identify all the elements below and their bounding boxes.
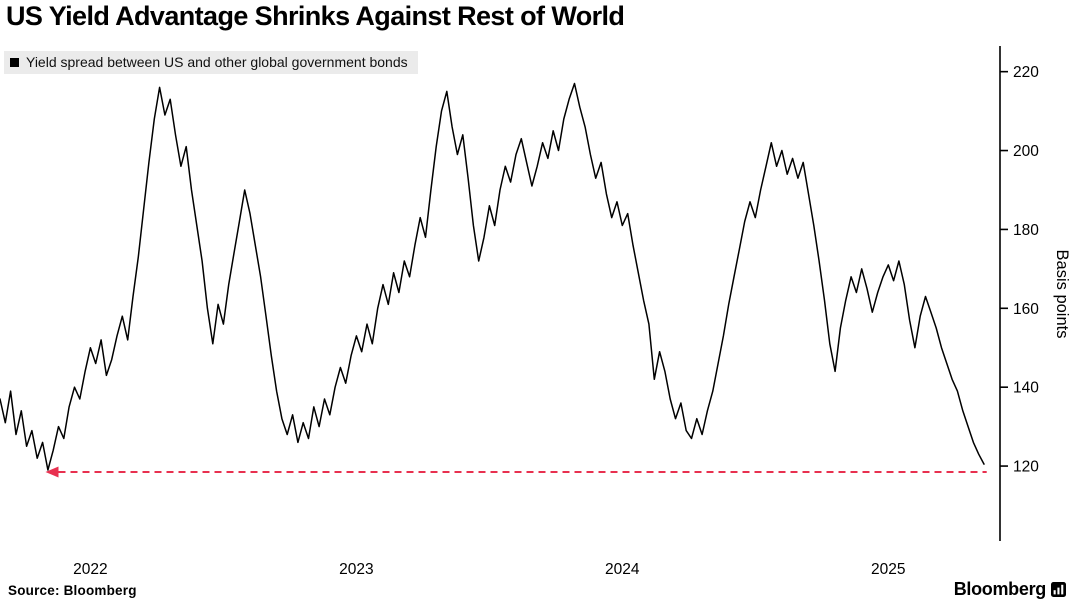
page-title: US Yield Advantage Shrinks Against Rest … [6,1,625,31]
svg-text:2024: 2024 [605,561,640,578]
svg-text:2023: 2023 [339,561,373,578]
legend-label: Yield spread between US and other global… [26,54,408,70]
bloomberg-logo-icon [1051,582,1066,597]
bloomberg-logo-text: Bloomberg [953,579,1047,599]
svg-text:220: 220 [1013,64,1039,81]
bloomberg-logo: Bloomberg [954,579,1066,600]
svg-text:2022: 2022 [73,561,107,578]
svg-text:140: 140 [1013,380,1039,397]
svg-text:200: 200 [1013,143,1039,160]
chart-legend: Yield spread between US and other global… [4,51,418,74]
svg-text:160: 160 [1013,301,1039,318]
svg-text:Basis points: Basis points [1053,250,1071,339]
svg-text:2025: 2025 [871,561,905,578]
svg-text:180: 180 [1013,222,1039,239]
source-label: Source: Bloomberg [8,583,137,598]
svg-text:120: 120 [1013,459,1039,476]
legend-marker-icon [10,57,19,67]
